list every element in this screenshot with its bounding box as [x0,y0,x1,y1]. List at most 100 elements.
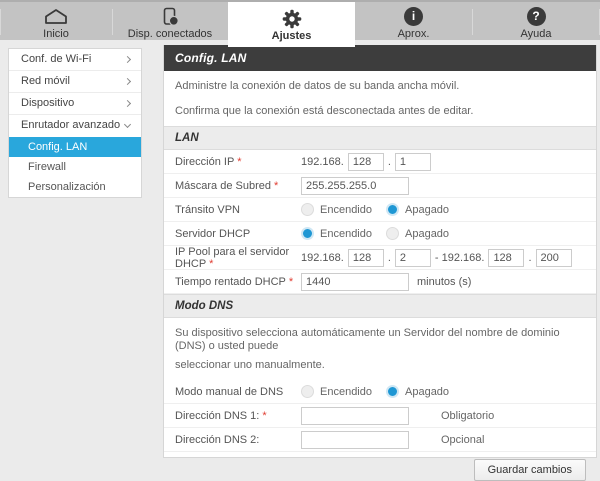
ip-octet3-input[interactable] [347,152,384,171]
tab-aprox[interactable]: i Aprox. [355,2,472,42]
row-subnet-mask: Máscara de Subred * [164,174,596,198]
connected-devices-icon [159,7,181,27]
vpn-off-label[interactable]: Apagado [405,203,450,216]
section-header-lan: LAN [164,126,596,150]
tab-ajustes[interactable]: Ajustes [228,2,355,47]
ip-prefix: 192.168. [301,155,344,168]
info-icon: i [404,7,423,27]
sidebar-subitem-label: Personalización [28,181,106,193]
lan-settings-panel: Config. LAN Administre la conexión de da… [163,45,597,481]
dns2-input[interactable] [301,430,409,449]
required-marker: * [288,275,294,288]
subnet-mask-input[interactable] [301,176,409,195]
tab-disp-conectados[interactable]: Disp. conectados [112,2,228,42]
dns1-note: Obligatorio [441,409,495,422]
lease-time-input[interactable] [301,272,409,291]
sidebar-subitem-label: Firewall [28,161,66,173]
dns-description: Su dispositivo selecciona automáticament… [164,318,596,380]
dhcp-off-label[interactable]: Apagado [405,227,450,240]
dhcp-off-radio[interactable] [386,227,399,240]
intro-text: Administre la conexión de datos de su ba… [164,71,596,126]
sidebar-item-red-movil[interactable]: Red móvil [9,71,141,93]
dhcp-on-radio[interactable] [301,227,314,240]
lease-time-unit: minutos (s) [417,275,472,288]
sidebar-item-wifi[interactable]: Conf. de Wi-Fi [9,49,141,71]
tab-separator [0,9,1,35]
row-dns-manual-mode: Modo manual de DNS Encendido Apagado [164,380,596,404]
field-label: IP Pool para el servidor DHCP [175,245,290,270]
sidebar-item-label: Enrutador avanzado [21,119,121,131]
row-ip-address: Dirección IP* 192.168. . [164,150,596,174]
sidebar-subitem-personalizacion[interactable]: Personalización [9,177,141,197]
dns-manual-off-label[interactable]: Apagado [405,385,450,398]
tab-label: Disp. conectados [127,27,213,40]
ip-dot: . [528,251,532,264]
pool-start-prefix: 192.168. [301,251,344,264]
tab-separator [112,9,113,35]
field-label: Tiempo rentado DHCP [175,275,286,288]
sidebar-item-dispositivo[interactable]: Dispositivo [9,93,141,115]
tab-label: Aprox. [397,27,430,40]
vpn-off-radio[interactable] [386,203,399,216]
dhcp-on-label[interactable]: Encendido [320,227,372,240]
tab-separator [472,9,473,35]
gear-icon [282,9,302,29]
dhcp-radio-group: Encendido Apagado [301,227,463,240]
dns-manual-radio-group: Encendido Apagado [301,385,463,398]
pool-end-octet4-input[interactable] [535,248,572,267]
tab-label: Ayuda [520,27,552,40]
row-dhcp-lease-time: Tiempo rentado DHCP* minutos (s) [164,270,596,294]
tab-label: Inicio [43,27,69,40]
ip-dot: . [387,251,391,264]
chevron-down-icon [123,120,132,129]
sidebar-subitem-config-lan[interactable]: Config. LAN [9,137,141,157]
pool-start-octet3-input[interactable] [347,248,384,267]
sidebar-item-label: Dispositivo [21,97,75,109]
sidebar-item-label: Conf. de Wi-Fi [21,53,92,65]
sidebar-subitem-label: Config. LAN [28,141,88,153]
vpn-radio-group: Encendido Apagado [301,203,463,216]
section-header-dns-mode: Modo DNS [164,294,596,318]
dns-manual-off-radio[interactable] [386,385,399,398]
ip-dot: . [387,155,391,168]
intro-line: Confirma que la conexión está desconecta… [175,105,474,117]
top-navigation: Inicio Disp. conectados [0,0,600,47]
row-dhcp-ip-pool: IP Pool para el servidor DHCP * 192.168. … [164,246,596,270]
tab-inicio[interactable]: Inicio [0,2,112,42]
home-icon [43,7,69,27]
row-vpn-passthrough: Tránsito VPN Encendido Apagado [164,198,596,222]
vpn-on-label[interactable]: Encendido [320,203,372,216]
sidebar-item-label: Red móvil [21,75,70,87]
settings-sidebar: Conf. de Wi-Fi Red móvil Dispositivo Enr… [8,48,142,198]
sidebar-subitem-firewall[interactable]: Firewall [9,157,141,177]
ip-octet4-input[interactable] [394,152,431,171]
row-dns-address-1: Dirección DNS 1: * Obligatorio [164,404,596,428]
dns-description-line: seleccionar uno manualmente. [175,359,325,371]
chevron-right-icon [123,55,132,64]
chevron-right-icon [123,99,132,108]
dns-description-line: Su dispositivo selecciona automáticament… [175,327,560,352]
required-marker: * [262,409,267,422]
dns1-input[interactable] [301,406,409,425]
save-button[interactable]: Guardar cambios [473,459,586,481]
field-label: Máscara de Subred [175,179,271,192]
sidebar-item-enrutador-avanzado[interactable]: Enrutador avanzado [9,115,141,137]
dns-manual-on-radio[interactable] [301,385,314,398]
field-label: Tránsito VPN [175,203,241,216]
required-marker: * [237,155,242,168]
row-dns-address-2: Dirección DNS 2: Opcional [164,428,596,452]
panel-footer: Guardar cambios [164,452,596,481]
tab-ayuda[interactable]: ? Ayuda [472,2,600,42]
pool-start-octet4-input[interactable] [394,248,431,267]
field-label: Dirección DNS 2: [175,433,260,446]
help-icon: ? [526,7,546,27]
vpn-on-radio[interactable] [301,203,314,216]
pool-end-octet3-input[interactable] [488,248,525,267]
required-marker: * [209,257,214,270]
field-label: Servidor DHCP [175,227,251,240]
row-dhcp-server: Servidor DHCP Encendido Apagado [164,222,596,246]
chevron-right-icon [123,77,132,86]
tab-label: Ajustes [271,30,312,42]
dns-manual-on-label[interactable]: Encendido [320,385,372,398]
field-label: Modo manual de DNS [175,385,284,398]
